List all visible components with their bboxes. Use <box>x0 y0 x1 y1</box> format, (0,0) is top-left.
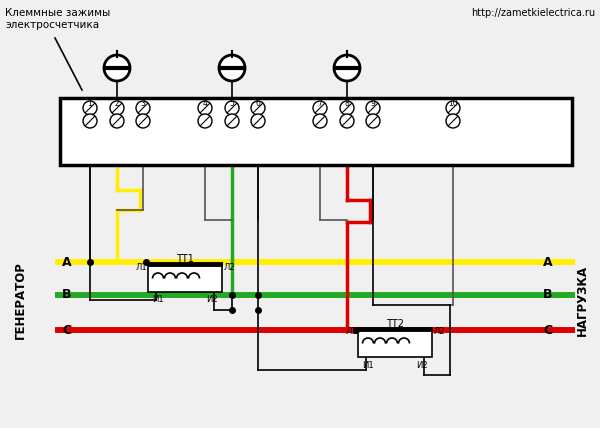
Circle shape <box>110 114 124 128</box>
Text: http://zametkielectrica.ru: http://zametkielectrica.ru <box>471 8 595 18</box>
Circle shape <box>198 101 212 115</box>
Bar <box>148 265 222 292</box>
Circle shape <box>219 55 245 81</box>
Circle shape <box>251 101 265 115</box>
Text: 1: 1 <box>88 98 92 107</box>
Circle shape <box>136 101 150 115</box>
Text: 10: 10 <box>448 98 458 107</box>
Text: Л1: Л1 <box>135 262 147 271</box>
Circle shape <box>313 114 327 128</box>
Text: 5: 5 <box>230 98 235 107</box>
Text: ТТ2: ТТ2 <box>386 319 404 329</box>
Circle shape <box>225 114 239 128</box>
Text: C: C <box>544 324 553 336</box>
Circle shape <box>366 101 380 115</box>
Text: И1: И1 <box>152 295 164 304</box>
Text: Л2: Л2 <box>223 262 235 271</box>
Text: 3: 3 <box>140 98 145 107</box>
Text: 4: 4 <box>203 98 208 107</box>
Text: A: A <box>62 256 72 268</box>
Circle shape <box>83 114 97 128</box>
Text: 7: 7 <box>317 98 322 107</box>
Circle shape <box>225 101 239 115</box>
Circle shape <box>83 101 97 115</box>
Circle shape <box>313 101 327 115</box>
Text: И2: И2 <box>416 360 428 369</box>
Bar <box>358 330 432 357</box>
Text: И2: И2 <box>206 295 218 304</box>
Circle shape <box>334 55 360 81</box>
Text: Клеммные зажимы
электросчетчика: Клеммные зажимы электросчетчика <box>5 8 110 30</box>
Circle shape <box>198 114 212 128</box>
Text: B: B <box>62 288 72 301</box>
Text: НАГРУЗКА: НАГРУЗКА <box>575 265 589 336</box>
Circle shape <box>366 114 380 128</box>
Text: 9: 9 <box>371 98 376 107</box>
Circle shape <box>110 101 124 115</box>
Text: ТТ1: ТТ1 <box>176 254 194 264</box>
Circle shape <box>104 55 130 81</box>
Circle shape <box>446 114 460 128</box>
Text: 6: 6 <box>256 98 260 107</box>
Bar <box>60 98 572 165</box>
Circle shape <box>446 101 460 115</box>
Text: И1: И1 <box>362 360 374 369</box>
Text: Л1: Л1 <box>345 327 357 336</box>
Text: 8: 8 <box>344 98 349 107</box>
Text: Л2: Л2 <box>433 327 445 336</box>
Text: B: B <box>543 288 553 301</box>
Text: C: C <box>62 324 71 336</box>
Text: 2: 2 <box>115 98 119 107</box>
Circle shape <box>136 114 150 128</box>
Text: A: A <box>543 256 553 268</box>
Text: ГЕНЕРАТОР: ГЕНЕРАТОР <box>13 261 26 339</box>
Circle shape <box>251 114 265 128</box>
Circle shape <box>340 101 354 115</box>
Circle shape <box>340 114 354 128</box>
